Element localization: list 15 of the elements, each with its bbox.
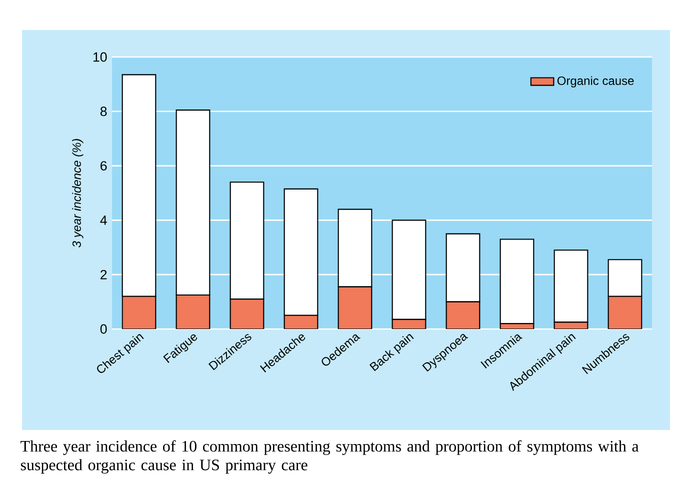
text: Three year incidence of 10 common presenting symptoms and proportion of symptoms with a suspected organic cause in US primary care	[20, 440, 639, 474]
y-tick-label: 10	[93, 52, 107, 62]
y-tick-label: 0	[100, 324, 107, 334]
y-tick-label: 2	[100, 270, 107, 280]
bar	[230, 299, 264, 329]
y-axis-title: 3 year incidence (%)	[72, 139, 84, 248]
bar	[608, 296, 642, 329]
y-tick-label: 6	[100, 161, 107, 171]
y-tick-label: 4	[100, 216, 107, 225]
bar	[338, 286, 372, 329]
legend-label: Organic cause	[557, 76, 634, 88]
bar	[122, 296, 156, 329]
y-tick-label: 8	[100, 106, 107, 116]
bar	[176, 294, 210, 329]
bar	[446, 302, 480, 329]
